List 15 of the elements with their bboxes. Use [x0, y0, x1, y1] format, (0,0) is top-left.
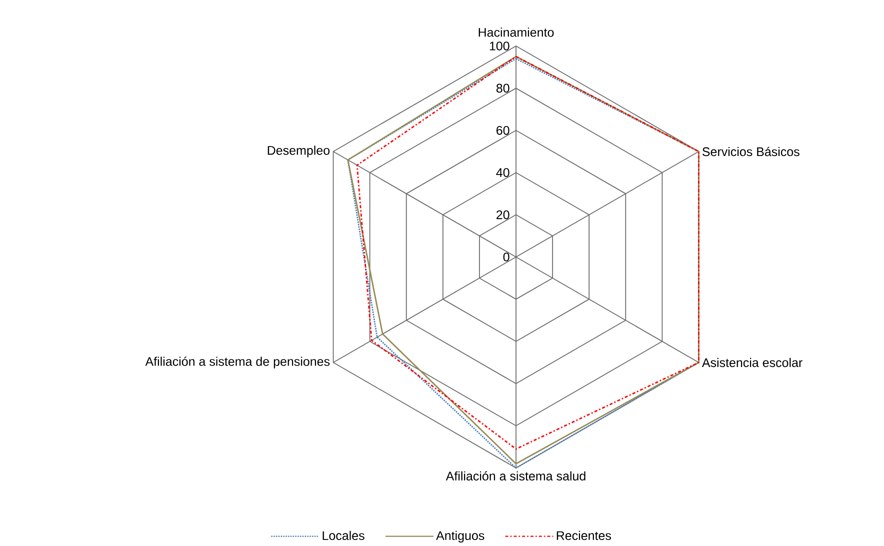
y-tick-label: 40	[496, 168, 510, 178]
legend-label: Antiguos	[436, 530, 484, 542]
legend-label: Locales	[322, 530, 364, 540]
y-tick-label: 60	[496, 126, 510, 135]
legend-label: Recientes	[556, 530, 611, 540]
spoke-label: Afiliación a sistema de pensiones	[145, 356, 330, 368]
spoke-label: Servicios Básicos	[702, 146, 800, 156]
y-tick-label: 80	[496, 84, 510, 93]
spoke-label: Desempleo	[268, 146, 330, 158]
spoke-label: Hacinamiento	[478, 28, 554, 37]
y-tick-label: 20	[496, 210, 510, 220]
spoke-label: Afiliación a sistema salud	[446, 471, 586, 481]
y-tick-label: 0	[503, 252, 510, 262]
spoke-label: Asistencia escolar	[702, 358, 802, 368]
y-tick-label: 100	[490, 42, 510, 50]
